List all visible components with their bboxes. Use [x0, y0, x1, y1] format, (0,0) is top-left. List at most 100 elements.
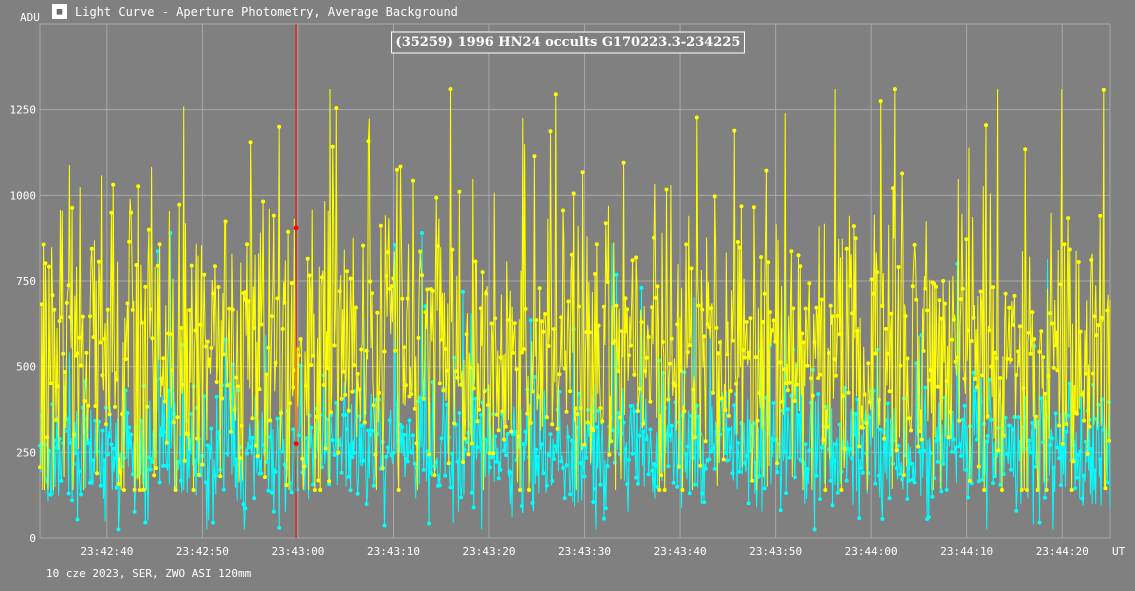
target-series-point: [220, 396, 225, 401]
background-series-point: [921, 448, 926, 453]
target-series-point: [366, 139, 371, 144]
background-series-point: [562, 496, 567, 501]
target-series-line: [39, 89, 1111, 491]
target-series-point: [898, 363, 903, 368]
x-tick-label: 23:44:10: [940, 545, 993, 558]
background-series-point: [214, 394, 219, 399]
target-series-point: [469, 441, 474, 446]
target-series-point: [900, 171, 905, 176]
background-series-point: [59, 478, 64, 483]
background-series-point: [443, 473, 448, 478]
background-series-point: [939, 489, 944, 494]
background-series-point: [1066, 413, 1071, 418]
target-series-point: [834, 373, 838, 378]
target-series-point: [227, 306, 232, 311]
background-series-point: [489, 455, 494, 460]
target-series-point: [205, 339, 210, 344]
target-series-point: [284, 483, 289, 488]
target-series-point: [389, 284, 394, 289]
target-series-point: [748, 316, 753, 321]
target-series-point: [277, 124, 282, 129]
target-series-point: [541, 329, 546, 334]
background-series-point: [928, 450, 933, 455]
target-series-point: [552, 327, 556, 332]
target-series-point: [350, 389, 355, 394]
background-series-point: [657, 358, 662, 363]
background-series-point: [418, 395, 423, 400]
target-series-point: [1033, 414, 1038, 419]
target-series-point: [339, 396, 344, 401]
background-series-point: [959, 453, 963, 458]
background-series-point: [614, 272, 619, 277]
background-series-point: [926, 515, 931, 520]
target-series-point: [84, 350, 89, 355]
background-series-point: [550, 479, 555, 483]
target-series-point: [766, 260, 771, 265]
target-series-point: [193, 328, 198, 333]
background-series-point: [577, 391, 581, 396]
target-series-point: [102, 336, 107, 341]
background-series-point: [277, 525, 282, 530]
target-series-point: [371, 403, 376, 408]
background-series-point: [1008, 467, 1013, 472]
target-series-point: [648, 399, 653, 404]
target-series-point: [1046, 374, 1051, 379]
x-tick-label: 23:42:50: [176, 545, 229, 558]
background-series-point: [730, 471, 735, 476]
target-series-point: [245, 242, 249, 247]
target-series-point: [382, 349, 387, 354]
background-series-point: [141, 383, 146, 388]
target-series-point: [662, 488, 667, 492]
background-series-point: [818, 497, 822, 502]
background-series-point: [1037, 520, 1042, 525]
target-series-point: [496, 428, 501, 433]
target-series-point: [136, 184, 141, 189]
background-series-point: [819, 445, 824, 450]
background-series-point: [528, 318, 533, 323]
target-series-point: [82, 399, 87, 403]
background-series-point: [935, 459, 940, 464]
background-series-point: [221, 487, 226, 492]
background-series-line: [39, 232, 1111, 530]
background-series-point: [241, 502, 246, 507]
background-series-point: [1055, 445, 1060, 450]
target-series-point: [616, 369, 621, 373]
target-series-point: [507, 318, 512, 323]
background-series-point: [296, 433, 301, 438]
target-series-point: [582, 442, 587, 447]
background-series-point: [79, 492, 84, 497]
light-curve-app-icon[interactable]: ▦: [52, 4, 67, 19]
background-series-point: [282, 462, 287, 467]
target-series-point: [368, 279, 373, 284]
target-series-point: [543, 312, 548, 316]
target-series-point: [452, 421, 457, 426]
target-series-point: [914, 297, 919, 302]
background-series-point: [143, 520, 148, 525]
target-series-point: [455, 375, 460, 380]
target-series-point: [287, 401, 292, 406]
target-series-point: [689, 266, 694, 271]
target-series-point: [912, 242, 917, 247]
background-series-point: [1073, 486, 1078, 491]
target-series-point: [423, 310, 428, 315]
target-series-point: [569, 252, 574, 257]
target-series-point: [575, 412, 580, 417]
target-series-point: [703, 439, 708, 444]
background-series-point: [280, 449, 285, 454]
target-series-point: [593, 272, 598, 276]
background-series-point: [971, 370, 976, 375]
target-series-point: [625, 307, 630, 312]
target-series-point: [751, 205, 756, 210]
background-series-point: [832, 458, 837, 463]
target-series-point: [969, 339, 974, 343]
target-series-point: [909, 428, 913, 433]
y-tick-label: 0: [29, 532, 36, 545]
target-series-point: [841, 394, 846, 398]
target-series-point: [518, 488, 523, 492]
background-series-point: [814, 473, 819, 478]
background-series-point: [395, 402, 399, 407]
target-series-point: [450, 247, 455, 252]
background-series-point: [271, 509, 276, 514]
background-series-point: [364, 502, 369, 506]
target-series-point: [509, 429, 514, 434]
